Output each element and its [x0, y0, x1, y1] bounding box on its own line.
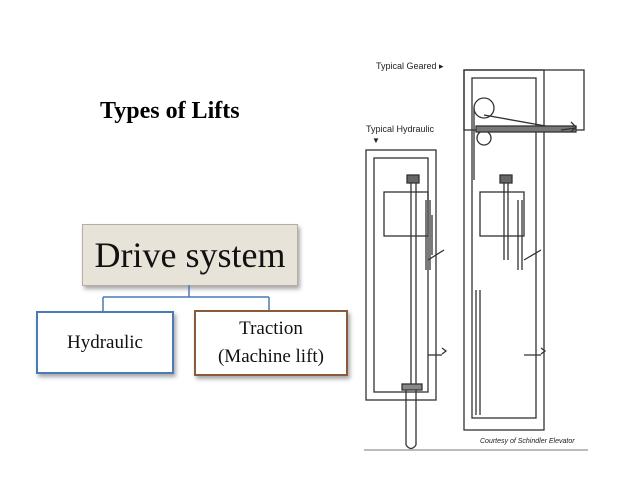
traction-box: Traction (Machine lift)	[194, 310, 348, 376]
hydraulic-label: Hydraulic	[67, 331, 143, 353]
hydraulic-box: Hydraulic	[36, 311, 174, 374]
hydraulic-shaft	[365, 149, 448, 450]
drawing-credit: Courtesy of Schindler Elevator	[480, 438, 575, 445]
label-typical-hydraulic: Typical Hydraulic	[366, 124, 435, 134]
geared-shaft	[463, 69, 585, 431]
hydraulic-arrow-icon: ▼	[372, 136, 380, 145]
traction-label: Traction	[239, 318, 303, 339]
label-typical-geared: Typical Geared ▸	[376, 61, 444, 71]
machine-lift-label: (Machine lift)	[217, 346, 325, 367]
drive-system-box: Drive system	[82, 224, 298, 286]
elevator-drawing	[364, 69, 588, 451]
page-title: Types of Lifts	[100, 98, 240, 124]
